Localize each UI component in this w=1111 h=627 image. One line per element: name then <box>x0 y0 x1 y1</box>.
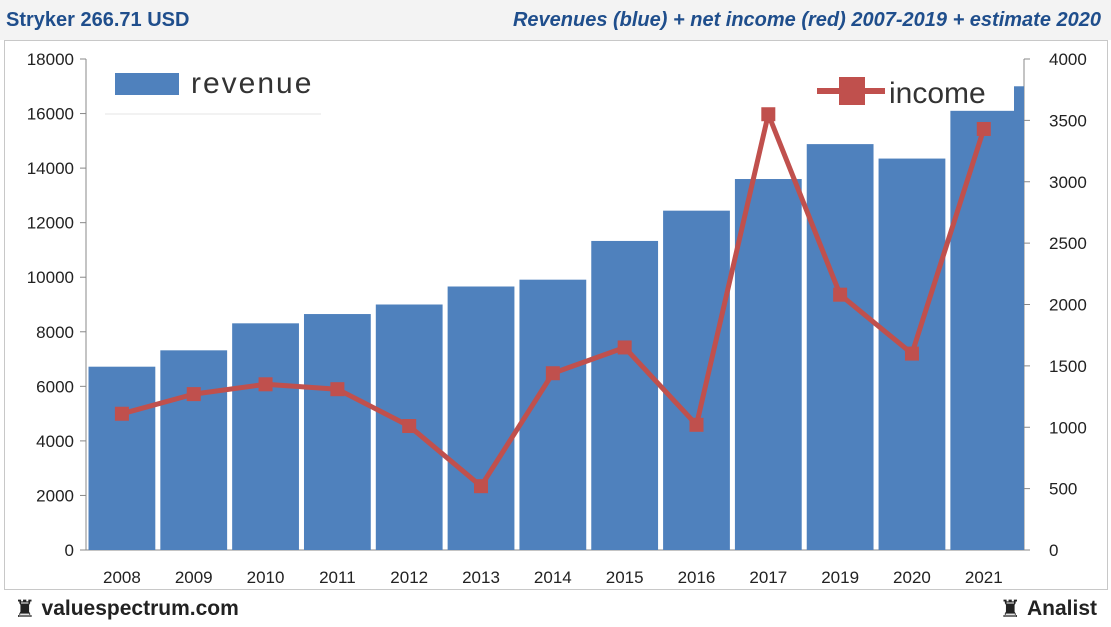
legend-income-label: income <box>889 77 986 110</box>
left-tick-label: 18000 <box>27 50 74 69</box>
x-tick-label: 2013 <box>462 568 500 587</box>
revenue-bar <box>160 350 228 550</box>
brand-right-label: Analist <box>1026 597 1097 620</box>
left-tick-label: 4000 <box>36 432 74 451</box>
revenue-bar <box>591 240 659 550</box>
legend-income-marker <box>839 77 865 105</box>
right-tick-label: 0 <box>1049 541 1058 560</box>
ticker-title: Stryker 266.71 USD <box>6 9 190 31</box>
x-tick-label: 2012 <box>390 568 428 587</box>
left-tick-label: 2000 <box>36 486 74 505</box>
legend-revenue-label: revenue <box>191 67 313 100</box>
right-tick-label: 2500 <box>1049 234 1087 253</box>
revenue-bar <box>88 366 156 550</box>
left-tick-label: 6000 <box>36 377 74 396</box>
x-tick-label: 2017 <box>749 568 787 587</box>
revenue-bar <box>663 210 730 551</box>
left-tick-label: 8000 <box>36 323 74 342</box>
x-tick-label: 2015 <box>606 568 644 587</box>
chart-area: 0 2000 4000 6000 8000 10000 12000 14000 16000 180… <box>4 40 1108 590</box>
left-tick-label: 0 <box>65 541 74 560</box>
x-tick-label: 2020 <box>893 568 931 587</box>
right-tick-label: 1500 <box>1049 357 1087 376</box>
revenue-bar <box>806 144 874 550</box>
income-point <box>402 419 417 434</box>
income-point <box>833 287 848 302</box>
income-point <box>545 366 560 381</box>
rook-icon: ♜ <box>14 595 36 623</box>
revenue-bar <box>447 286 515 550</box>
x-tick-label: 2019 <box>821 568 859 587</box>
right-tick-label: 4000 <box>1049 50 1087 69</box>
income-point <box>186 387 201 402</box>
income-point <box>330 382 345 397</box>
revenue-bar-partial <box>1014 86 1024 551</box>
left-tick-label: 10000 <box>27 268 74 287</box>
brand-valuespectrum[interactable]: ♜ valuespectrum.com <box>14 595 239 623</box>
x-tick-label: 2014 <box>534 568 572 587</box>
right-tick-label: 2000 <box>1049 296 1087 315</box>
income-point <box>474 479 489 494</box>
right-tick-label: 3000 <box>1049 173 1087 192</box>
rook-icon: ♜ <box>999 595 1021 623</box>
income-point <box>904 346 919 361</box>
income-point <box>114 406 129 421</box>
footer: ♜ valuespectrum.com ♜ Analist <box>0 590 1111 627</box>
income-point <box>617 340 632 355</box>
header: Stryker 266.71 USD Revenues (blue) + net… <box>0 0 1111 40</box>
income-point <box>976 121 991 136</box>
legend-revenue-swatch <box>115 73 179 95</box>
income-point <box>689 417 704 432</box>
x-tick-label: 2009 <box>175 568 213 587</box>
combo-chart: 0200040006000800010000120001400016000180… <box>27 50 1087 587</box>
right-tick-label: 1000 <box>1049 418 1087 437</box>
chart-subtitle: Revenues (blue) + net income (red) 2007-… <box>512 9 1101 31</box>
left-tick-label: 12000 <box>27 214 74 233</box>
brand-left-label: valuespectrum.com <box>41 597 239 620</box>
income-point <box>761 107 776 122</box>
revenue-bar <box>303 314 371 550</box>
left-tick-label: 16000 <box>27 105 74 124</box>
x-tick-label: 2016 <box>678 568 716 587</box>
left-tick-label: 14000 <box>27 159 74 178</box>
right-tick-label: 3500 <box>1049 111 1087 130</box>
x-tick-label: 2010 <box>247 568 285 587</box>
revenue-bar <box>950 110 1018 551</box>
x-tick-label: 2021 <box>965 568 1003 587</box>
x-tick-label: 2008 <box>103 568 141 587</box>
x-tick-label: 2011 <box>319 568 356 587</box>
right-tick-label: 500 <box>1049 480 1077 499</box>
revenue-bar <box>232 323 299 550</box>
revenue-bar <box>734 179 802 550</box>
revenue-bar <box>519 279 587 550</box>
income-point <box>258 377 273 392</box>
brand-analist[interactable]: ♜ Analist <box>999 595 1097 623</box>
